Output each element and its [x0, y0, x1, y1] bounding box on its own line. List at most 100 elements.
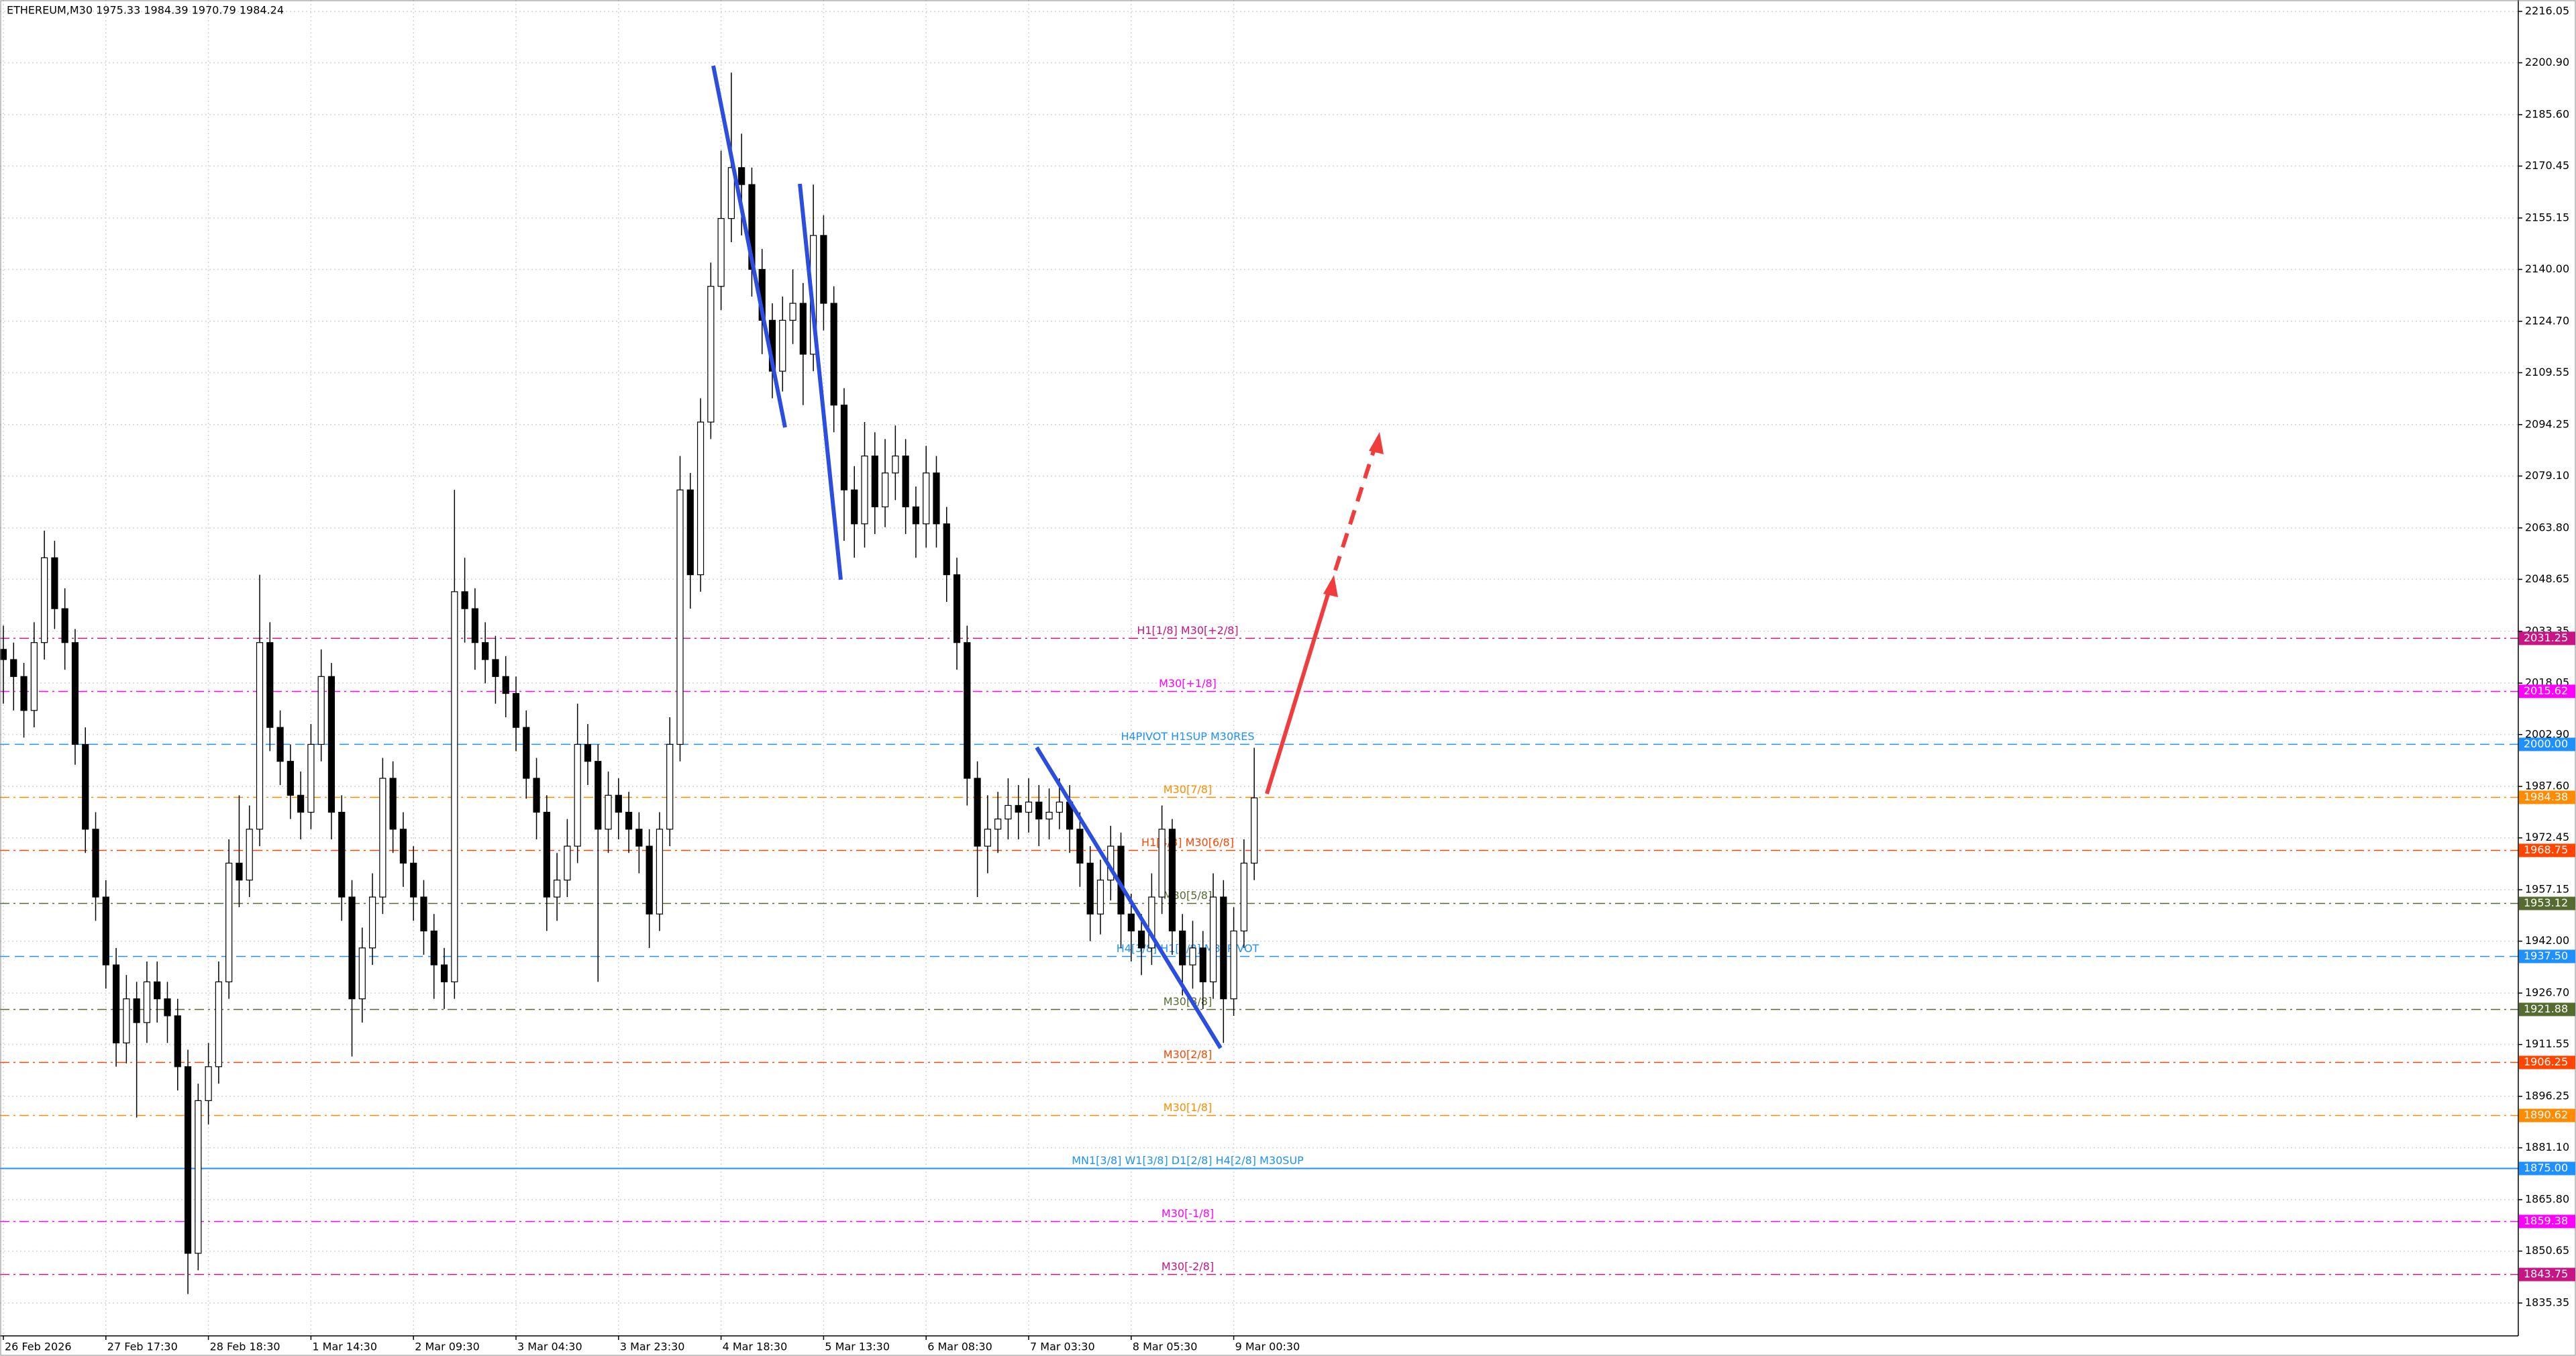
- candle-body: [707, 286, 715, 423]
- trend-line: [798, 183, 843, 580]
- candle-body: [1025, 801, 1033, 813]
- candle-body: [871, 456, 878, 508]
- candle-body: [1137, 930, 1145, 949]
- levels: H1[1/8] M30[+2/8] M30[+1/8] H4PIVOT H1SUP …: [0, 624, 2518, 1275]
- candle-body: [554, 880, 561, 898]
- candle-body: [420, 896, 427, 932]
- x-tick-label: 2 Mar 09:30: [415, 1341, 480, 1353]
- candle-body: [451, 591, 458, 982]
- price-badge: [2519, 1055, 2575, 1070]
- candle-body: [389, 778, 397, 830]
- candle-body: [246, 829, 253, 881]
- candle-body: [564, 845, 571, 881]
- candle-body: [881, 472, 889, 508]
- candle-body: [276, 727, 284, 762]
- candle-body: [851, 489, 858, 525]
- candle-body: [717, 218, 725, 287]
- candle-body: [461, 591, 468, 609]
- candle-body: [1086, 862, 1094, 915]
- candle-body: [779, 319, 786, 372]
- y-tick-label: 1926.70: [2525, 986, 2569, 999]
- price-badge: [2519, 631, 2575, 645]
- candle-body: [82, 743, 89, 830]
- candle-body: [184, 1066, 192, 1254]
- candle-body: [574, 743, 581, 847]
- candle-body: [1220, 896, 1227, 1000]
- x-tick-label: 6 Mar 08:30: [927, 1341, 992, 1353]
- candle-body: [440, 964, 448, 982]
- price-badge-label: 1843.75: [2524, 1267, 2568, 1280]
- candle-body: [1004, 804, 1012, 820]
- level-label: M30[+1/8]: [1159, 677, 1217, 690]
- candle-body: [953, 574, 961, 643]
- y-tick-label: 1881.10: [2525, 1141, 2569, 1153]
- candle-body: [861, 456, 868, 525]
- y-tick-label: 2079.10: [2525, 469, 2569, 482]
- candle-body: [523, 727, 530, 779]
- candle-body: [430, 930, 437, 966]
- candle-body: [974, 778, 981, 847]
- candle-body: [543, 811, 550, 898]
- candle-body: [676, 489, 684, 745]
- level-label: H1[1/8] M30[+2/8]: [1137, 624, 1238, 637]
- candle-body: [799, 303, 807, 355]
- x-tick-label: 8 Mar 05:30: [1133, 1341, 1198, 1353]
- candle-body: [174, 1015, 181, 1067]
- candle-body: [348, 896, 356, 1000]
- candle-body: [297, 794, 305, 813]
- y-tick-label: 1896.25: [2525, 1090, 2569, 1102]
- price-badge-label: 1984.38: [2524, 790, 2568, 803]
- candle-body: [902, 456, 909, 508]
- candle-body: [92, 829, 99, 898]
- candle-body: [1127, 913, 1135, 932]
- candle-body: [30, 642, 38, 711]
- candle-body: [923, 472, 930, 525]
- candle-body: [1015, 804, 1022, 813]
- candle-body: [236, 862, 243, 881]
- candle-body: [1189, 947, 1196, 966]
- x-tick-label: 28 Feb 18:30: [210, 1341, 280, 1353]
- candle-body: [666, 743, 674, 830]
- y-tick-label: 2063.80: [2525, 521, 2569, 533]
- candle-body: [584, 743, 592, 762]
- y-tick-label: 1942.00: [2525, 934, 2569, 947]
- price-badge-label: 1921.88: [2524, 1002, 2568, 1015]
- candle-body: [994, 819, 1002, 830]
- candle-body: [379, 778, 387, 898]
- price-badge: [2519, 1002, 2575, 1016]
- price-badge: [2519, 684, 2575, 698]
- candle-body: [205, 1066, 212, 1101]
- level-label: M30[2/8]: [1164, 1048, 1212, 1061]
- price-badge-label: 1906.25: [2524, 1055, 2568, 1068]
- x-tick-label: 3 Mar 04:30: [517, 1341, 582, 1353]
- candle-body: [123, 998, 130, 1044]
- candle-body: [368, 896, 376, 949]
- x-tick-label: 7 Mar 03:30: [1030, 1341, 1095, 1353]
- candle-body: [1230, 930, 1237, 1000]
- x-tick-label: 9 Mar 00:30: [1235, 1341, 1300, 1353]
- candle-body: [1240, 862, 1247, 932]
- y-tick-label: 2170.45: [2525, 159, 2569, 172]
- candle-body: [697, 421, 705, 576]
- candle-body: [1076, 829, 1084, 864]
- x-tick-label: 3 Mar 23:30: [620, 1341, 685, 1353]
- candle-body: [820, 235, 827, 304]
- candles: [0, 72, 1258, 1294]
- y-tick-label: 1972.45: [2525, 831, 2569, 843]
- y-tick-label: 1850.65: [2525, 1244, 2569, 1257]
- candle-body: [143, 981, 151, 1023]
- candle-body: [71, 642, 79, 745]
- level-label: M30[7/8]: [1164, 783, 1212, 796]
- y-tick-label: 1957.15: [2525, 883, 2569, 896]
- price-badge-label: 2015.62: [2524, 684, 2568, 697]
- x-tick-label: 27 Feb 17:30: [107, 1341, 178, 1353]
- trend-line: [711, 65, 787, 428]
- candle-body: [1158, 829, 1166, 898]
- grid: [0, 0, 2518, 1336]
- y-tick-label: 1911.55: [2525, 1037, 2569, 1050]
- candle-body: [287, 761, 294, 796]
- candle-body: [471, 608, 478, 643]
- level-label: H4[3/8] H1[3/8] M30PIVOT: [1117, 942, 1259, 955]
- candle-body: [789, 303, 796, 321]
